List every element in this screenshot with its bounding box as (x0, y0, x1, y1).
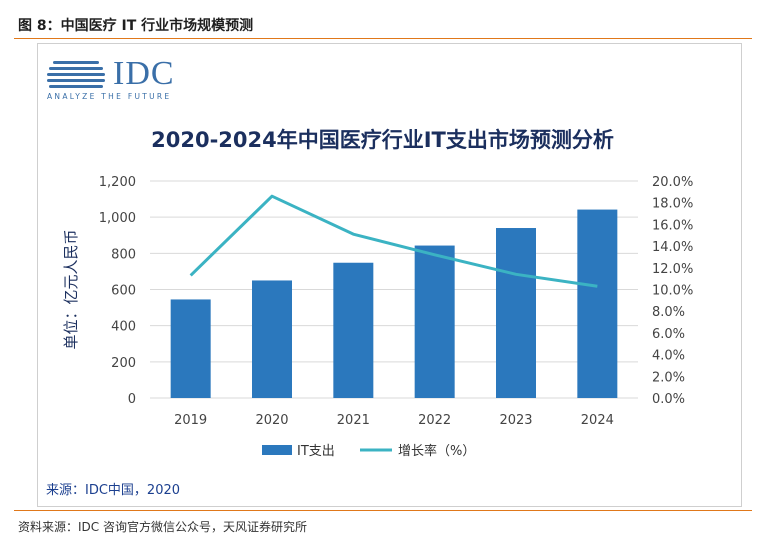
bar-it-spending (170, 299, 211, 398)
idc-logo-text: IDC (113, 55, 175, 92)
x-tick-label: 2023 (499, 413, 532, 428)
y2-tick-label: 14.0% (652, 240, 693, 255)
top-rule (14, 38, 752, 39)
y2-tick-label: 20.0% (652, 175, 693, 190)
y-tick-label: 200 (111, 356, 136, 371)
x-tick-label: 2021 (337, 413, 370, 428)
outer-source-note: 资料来源：IDC 咨询官方微信公众号，天风证券研究所 (18, 520, 307, 534)
bar-it-spending (414, 245, 455, 398)
x-tick-label: 2020 (255, 413, 288, 428)
idc-globe-icon (47, 61, 105, 88)
y-tick-label: 400 (111, 320, 136, 335)
chart-frame (37, 43, 742, 507)
line-growth-rate (189, 194, 598, 288)
y2-tick-label: 4.0% (652, 349, 685, 364)
y2-tick-label: 16.0% (652, 218, 693, 233)
y-tick-label: 800 (111, 247, 136, 262)
legend-swatch-bar (262, 445, 292, 455)
legend-label-line: 增长率（%） (398, 443, 475, 459)
idc-tagline: ANALYZE THE FUTURE (47, 92, 172, 101)
y-axis-label: 单位：亿元人民币 (62, 229, 80, 349)
y-tick-label: 600 (111, 284, 136, 299)
x-tick-label: 2022 (418, 413, 451, 428)
y2-tick-label: 12.0% (652, 262, 693, 277)
y-tick-label: 0 (128, 392, 136, 407)
bar-it-spending (333, 262, 374, 398)
x-tick-label: 2024 (581, 413, 614, 428)
y2-tick-label: 18.0% (652, 197, 693, 212)
y-tick-label: 1,000 (99, 211, 136, 226)
x-tick-label: 2019 (174, 413, 207, 428)
y2-tick-label: 8.0% (652, 305, 685, 320)
bar-it-spending (577, 209, 618, 398)
y2-tick-label: 10.0% (652, 284, 693, 299)
y2-tick-label: 6.0% (652, 327, 685, 342)
bar-it-spending (496, 228, 536, 398)
legend-label-bar: IT支出 (297, 444, 335, 459)
inner-source-note: 来源：IDC中国，2020 (46, 483, 181, 498)
y2-tick-label: 0.0% (652, 392, 685, 407)
y-tick-label: 1,200 (99, 175, 136, 190)
bottom-rule (14, 510, 752, 511)
bar-it-spending (252, 280, 292, 398)
chart-title: 2020-2024年中国医疗行业IT支出市场预测分析 (151, 128, 614, 152)
y2-tick-label: 2.0% (652, 370, 685, 385)
figure-title: 图 8：中国医疗 IT 行业市场规模预测 (18, 18, 254, 34)
